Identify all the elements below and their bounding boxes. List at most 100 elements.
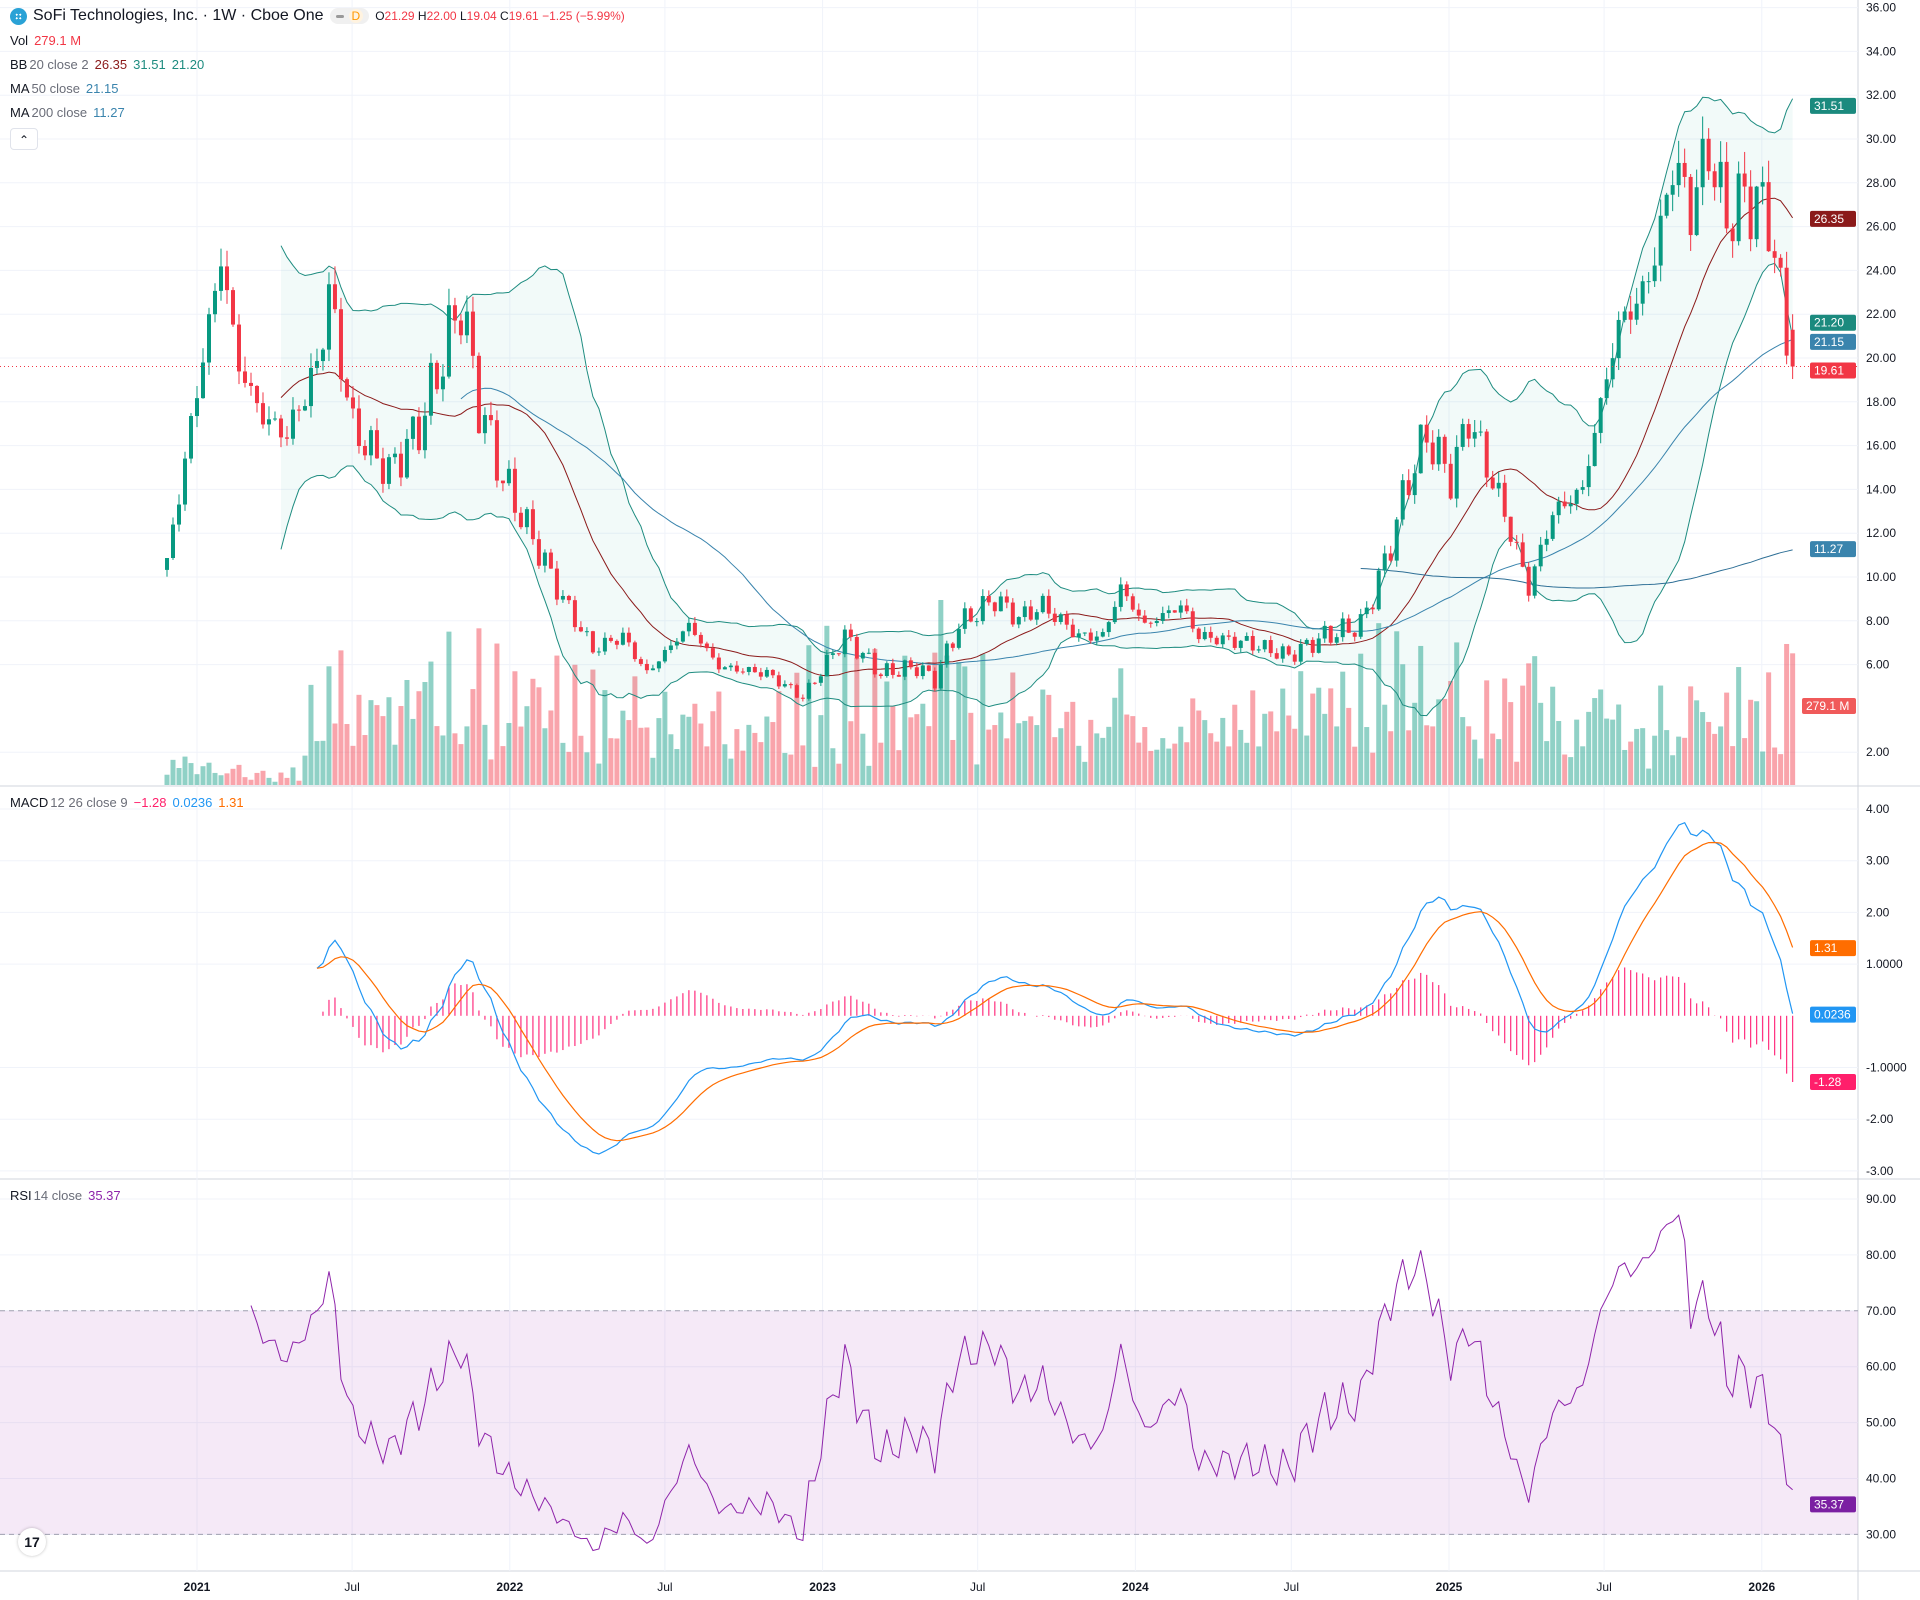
volume-bar — [1736, 667, 1742, 785]
ma200-line — [1360, 549, 1793, 589]
volume-bar — [914, 714, 920, 785]
volume-bar — [776, 691, 782, 785]
bb-legend[interactable]: BB 20 close 2 26.35 31.51 21.20 — [10, 57, 204, 72]
volume-bar — [512, 671, 518, 785]
candle-body — [1280, 646, 1285, 659]
candle-body — [1316, 638, 1321, 653]
volume-bar — [644, 727, 650, 785]
candle-body — [770, 669, 775, 676]
volume-bar — [1052, 737, 1058, 785]
macd-legend-name: MACD — [10, 795, 49, 810]
candle-body — [704, 643, 709, 649]
volume-bar — [1550, 686, 1556, 785]
volume-bar — [566, 751, 572, 785]
volume-bar — [1520, 685, 1526, 785]
volume-bar — [962, 666, 968, 785]
candle-body — [398, 453, 403, 478]
candle-body — [1016, 617, 1021, 625]
tradingview-logo[interactable]: 17 — [18, 1528, 46, 1556]
volume-bar — [362, 735, 368, 785]
candle-body — [1022, 606, 1027, 618]
ma200-legend[interactable]: MA 200 close 11.27 — [10, 105, 125, 120]
candle-body — [1328, 625, 1333, 643]
volume-bar — [1214, 741, 1220, 785]
volume-bar — [890, 706, 896, 785]
volume-bar — [1286, 715, 1292, 785]
rsi-legend[interactable]: RSI 14 close 35.37 — [10, 1188, 121, 1203]
candle-body — [638, 659, 643, 664]
axis-tick-label: 30.00 — [1866, 132, 1896, 146]
volume-bar — [1400, 664, 1406, 785]
axis-tick-label: 3.00 — [1866, 854, 1890, 868]
candle-body — [1472, 432, 1477, 439]
candle-body — [254, 385, 259, 404]
candle-body — [944, 643, 949, 665]
macd-legend-params: 12 26 close 9 — [50, 795, 128, 810]
candle-body — [986, 596, 991, 603]
volume-bar — [626, 720, 632, 785]
candle-body — [1640, 281, 1645, 304]
candle-body — [1730, 228, 1735, 242]
volume-bar — [1664, 730, 1670, 785]
candle-body — [1400, 480, 1405, 520]
delayed-label: D — [348, 9, 364, 23]
volume-bar — [1490, 733, 1496, 785]
volume-bar — [1748, 699, 1754, 785]
symbol-title[interactable]: SoFi Technologies, Inc. · 1W · Cboe One — [33, 7, 324, 24]
symbol-legend: SoFi Technologies, Inc. · 1W · Cboe One … — [10, 7, 625, 25]
volume-bar — [1460, 717, 1466, 785]
candle-body — [962, 608, 967, 629]
volume-bar — [1688, 686, 1694, 785]
volume-bar — [764, 716, 770, 785]
candle-body — [1166, 610, 1171, 614]
volume-bar — [224, 773, 230, 785]
volume-bar — [1172, 743, 1178, 785]
volume-bar — [1280, 688, 1286, 785]
candle-body — [650, 668, 655, 671]
candle-body — [1118, 584, 1123, 607]
volume-bar — [548, 710, 554, 785]
volume-bar — [1040, 689, 1046, 785]
candle-body — [1082, 632, 1087, 634]
volume-bar — [356, 694, 362, 785]
volume-bar — [254, 772, 260, 785]
candle-body — [1388, 553, 1393, 561]
volume-bar — [1532, 656, 1538, 785]
candle-body — [1130, 596, 1135, 610]
volume-bar — [1598, 689, 1604, 785]
market-status-badge[interactable]: D — [329, 8, 370, 24]
candle-body — [1268, 640, 1273, 654]
volume-bar — [386, 697, 392, 785]
volume-bar — [1034, 725, 1040, 785]
collapse-legend-button[interactable]: ⌃ — [10, 128, 38, 150]
candle-body — [1694, 187, 1699, 236]
volume-bar — [1166, 748, 1172, 785]
candle-body — [590, 631, 595, 653]
volume-bar — [1268, 711, 1274, 785]
axis-tick-label: 50.00 — [1866, 1416, 1896, 1430]
volume-bar — [662, 691, 668, 785]
candle-body — [1262, 640, 1267, 650]
candle-body — [177, 504, 182, 525]
ma50-legend[interactable]: MA 50 close 21.15 — [10, 81, 118, 96]
volume-legend[interactable]: Vol 279.1 M — [10, 33, 81, 48]
volume-bar — [1442, 698, 1448, 785]
volume-bar — [650, 757, 656, 785]
candle-body — [1304, 639, 1309, 644]
candle-body — [272, 418, 277, 420]
candle-body — [536, 539, 541, 566]
candle-body — [410, 416, 415, 439]
candle-body — [183, 458, 188, 505]
candle-body — [200, 362, 205, 399]
axis-tick-label: 70.00 — [1866, 1304, 1896, 1318]
axis-tick-label: 6.00 — [1866, 658, 1890, 672]
macd-legend[interactable]: MACD 12 26 close 9 −1.28 0.0236 1.31 — [10, 795, 244, 810]
candle-body — [710, 648, 715, 658]
candle-body — [1136, 609, 1141, 616]
macd-line — [316, 821, 1794, 1155]
volume-bar — [194, 774, 200, 785]
volume-bar — [320, 740, 326, 785]
candle-body — [566, 595, 571, 601]
candle-body — [506, 468, 511, 484]
